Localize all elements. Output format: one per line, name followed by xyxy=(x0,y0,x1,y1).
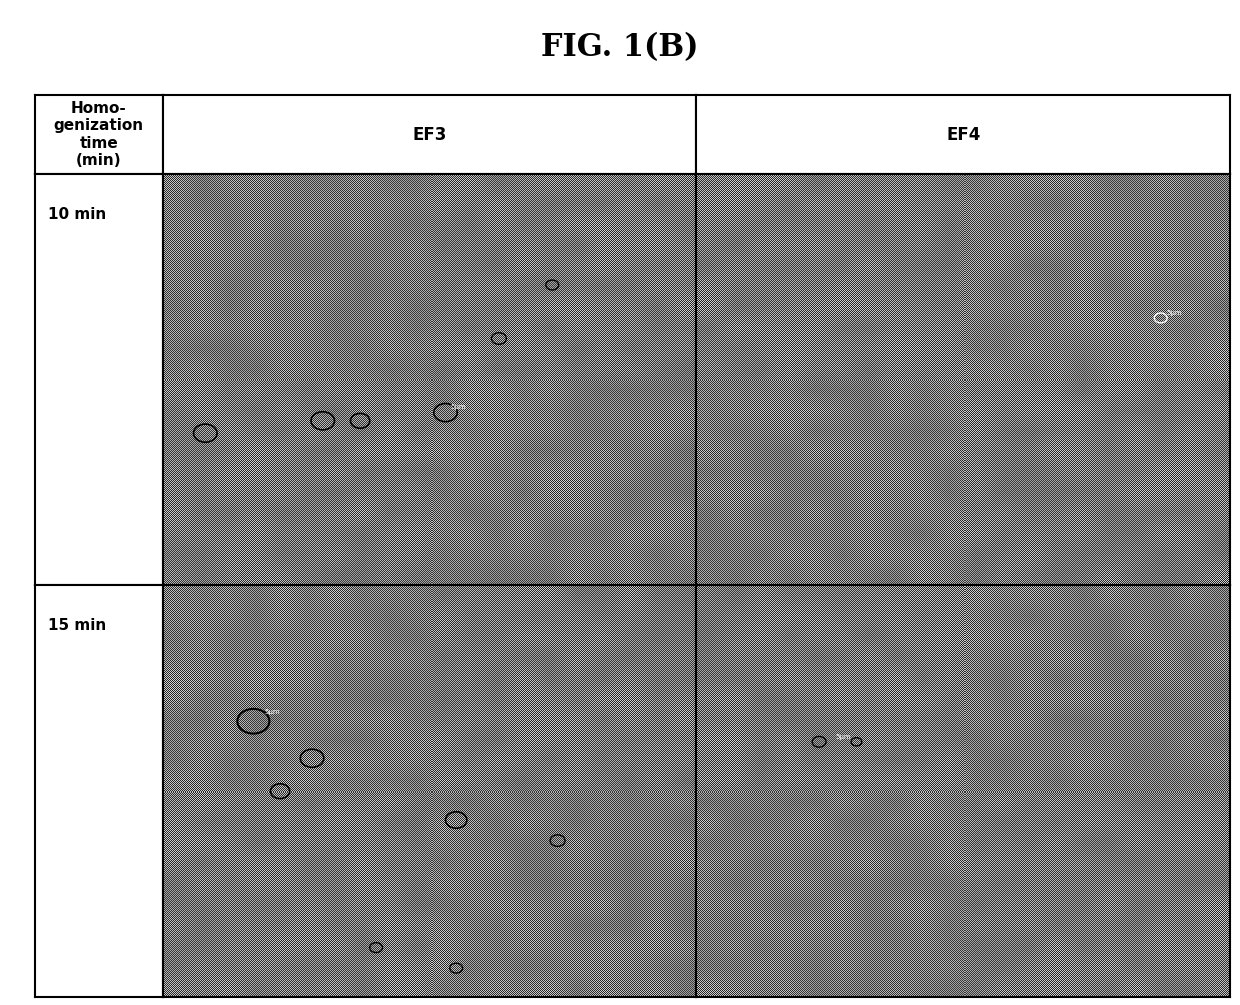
Text: 5μm: 5μm xyxy=(835,734,851,740)
Text: Homo-
genization
time
(min): Homo- genization time (min) xyxy=(53,102,144,168)
Text: EF4: EF4 xyxy=(946,126,981,144)
Text: 5μm: 5μm xyxy=(451,404,466,410)
Text: 10 min: 10 min xyxy=(47,207,105,222)
Text: 5μm: 5μm xyxy=(1166,310,1182,316)
Text: FIG. 1(B): FIG. 1(B) xyxy=(541,32,699,63)
Text: 5μm: 5μm xyxy=(264,709,280,715)
Text: 15 min: 15 min xyxy=(47,618,105,633)
Text: EF3: EF3 xyxy=(413,126,446,144)
